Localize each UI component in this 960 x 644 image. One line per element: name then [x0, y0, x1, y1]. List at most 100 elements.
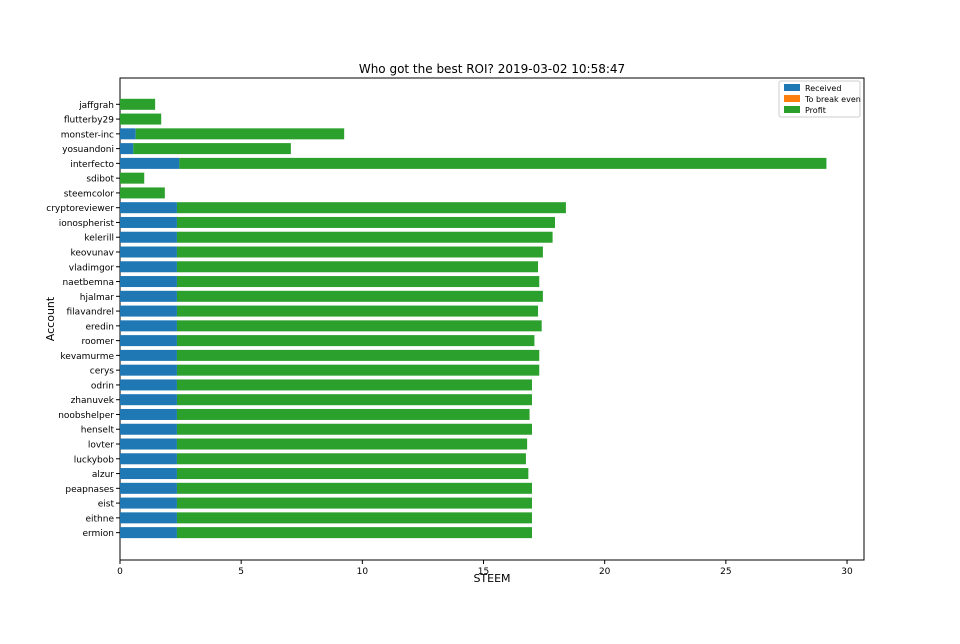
bars-layer — [120, 98, 827, 539]
bar-received-yosuandoni — [120, 143, 134, 155]
y-tick-label: eist — [98, 500, 115, 510]
y-tick-label: alzur — [92, 470, 114, 480]
legend-label-received: Received — [805, 84, 841, 93]
bar-profit-henselt — [176, 423, 532, 435]
y-tick-label: cryptoreviewer — [46, 204, 114, 214]
y-tick-label: monster-inc — [61, 130, 114, 140]
y-tick-label: peapnases — [65, 485, 114, 495]
x-tick-label: 10 — [357, 567, 369, 577]
y-tick-label: ermion — [82, 529, 114, 539]
bar-received-eredin — [120, 320, 177, 332]
bar-profit-peapnases — [176, 482, 532, 494]
bar-received-luckybob — [120, 453, 177, 465]
bar-received-interfecto — [120, 157, 180, 169]
y-tick-label: odrin — [91, 381, 114, 391]
y-tick-label: kelerill — [84, 234, 114, 244]
bar-profit-eredin — [176, 320, 542, 332]
x-tick-label: 15 — [478, 567, 489, 577]
bar-profit-odrin — [176, 379, 532, 391]
bar-received-cryptoreviewer — [120, 202, 177, 214]
y-tick-label: ionospherist — [59, 219, 115, 229]
bar-received-eithne — [120, 512, 177, 524]
y-tick-label: eithne — [85, 514, 114, 524]
y-tick-label: eredin — [86, 322, 115, 332]
y-tick-label: zhanuvek — [71, 396, 115, 406]
bar-profit-lovter — [176, 438, 528, 450]
bar-profit-interfecto — [179, 157, 827, 169]
bar-profit-flutterby29 — [120, 113, 162, 125]
bar-received-hjalmar — [120, 290, 177, 302]
bar-profit-sdibot — [120, 172, 145, 184]
bar-profit-alzur — [176, 468, 529, 480]
chart-title: Who got the best ROI? 2019-03-02 10:58:4… — [359, 62, 625, 76]
y-tick-label: filavandrel — [67, 308, 114, 318]
bar-received-kelerill — [120, 231, 177, 243]
legend-swatch-to-break-even — [784, 95, 800, 102]
legend: Received To break even Profit — [778, 80, 861, 118]
bar-profit-ionospherist — [176, 216, 556, 228]
y-tick-label: kevamurme — [60, 352, 114, 362]
bar-profit-keovunav — [176, 246, 543, 258]
legend-label-profit: Profit — [805, 106, 826, 115]
bar-received-henselt — [120, 423, 177, 435]
bar-received-cerys — [120, 364, 177, 376]
bar-profit-yosuandoni — [133, 143, 291, 155]
bar-received-roomer — [120, 335, 177, 347]
y-tick-label: steemcolor — [64, 189, 115, 199]
bar-received-filavandrel — [120, 305, 177, 317]
bar-profit-roomer — [176, 335, 535, 347]
legend-swatch-profit — [784, 106, 800, 113]
x-tick-label: 25 — [720, 567, 731, 577]
legend-label-to-break-even: To break even — [804, 95, 861, 104]
bar-received-lovter — [120, 438, 177, 450]
bar-profit-kelerill — [176, 231, 553, 243]
bar-received-zhanuvek — [120, 394, 177, 406]
bar-profit-ermion — [176, 527, 532, 539]
bar-received-naetbemna — [120, 276, 177, 288]
bar-profit-zhanuvek — [176, 394, 532, 406]
bar-received-vladimgor — [120, 261, 177, 273]
x-tick-label: 5 — [238, 567, 244, 577]
bar-received-keovunav — [120, 246, 177, 258]
bar-received-odrin — [120, 379, 177, 391]
y-tick-label: luckybob — [74, 455, 115, 465]
plot-frame — [119, 77, 865, 561]
bar-received-monster-inc — [120, 128, 136, 140]
bar-profit-naetbemna — [176, 276, 540, 288]
bar-received-kevamurme — [120, 349, 177, 361]
bar-profit-cerys — [176, 364, 540, 376]
bar-profit-luckybob — [176, 453, 526, 465]
bar-received-ermion — [120, 527, 177, 539]
legend-swatch-received — [784, 84, 800, 91]
x-tick-label: 0 — [117, 567, 123, 577]
bar-profit-noobshelper — [176, 408, 530, 420]
bar-received-eist — [120, 497, 177, 509]
x-tick-label: 20 — [599, 567, 611, 577]
bar-profit-jaffgrah — [120, 98, 156, 110]
y-tick-label: yosuandoni — [62, 145, 114, 155]
bar-profit-kevamurme — [176, 349, 540, 361]
y-tick-label: jaffgrah — [78, 101, 114, 111]
y-tick-label: hjalmar — [80, 293, 115, 303]
y-tick-label: flutterby29 — [64, 116, 114, 126]
bar-profit-eist — [176, 497, 532, 509]
bar-received-ionospherist — [120, 216, 177, 228]
y-axis: jaffgrah flutterby29 monster-inc yosuandoni… — [46, 101, 120, 539]
bar-profit-vladimgor — [176, 261, 539, 273]
bar-profit-monster-inc — [135, 128, 345, 140]
y-tick-label: cerys — [90, 367, 115, 377]
y-tick-label: naetbemna — [62, 278, 114, 288]
x-axis: 0 5 10 15 20 25 30 — [117, 560, 853, 577]
x-axis-label: STEEM — [473, 572, 510, 585]
bar-received-noobshelper — [120, 408, 177, 420]
bar-profit-steemcolor — [120, 187, 165, 199]
bar-received-alzur — [120, 468, 177, 480]
y-tick-label: sdibot — [86, 175, 114, 185]
y-tick-label: interfecto — [70, 160, 114, 170]
y-tick-label: lovter — [88, 441, 114, 451]
y-tick-label: vladimgor — [69, 263, 115, 273]
y-axis-label: Account — [44, 296, 57, 341]
y-tick-label: roomer — [81, 337, 114, 347]
x-tick-label: 30 — [841, 567, 853, 577]
